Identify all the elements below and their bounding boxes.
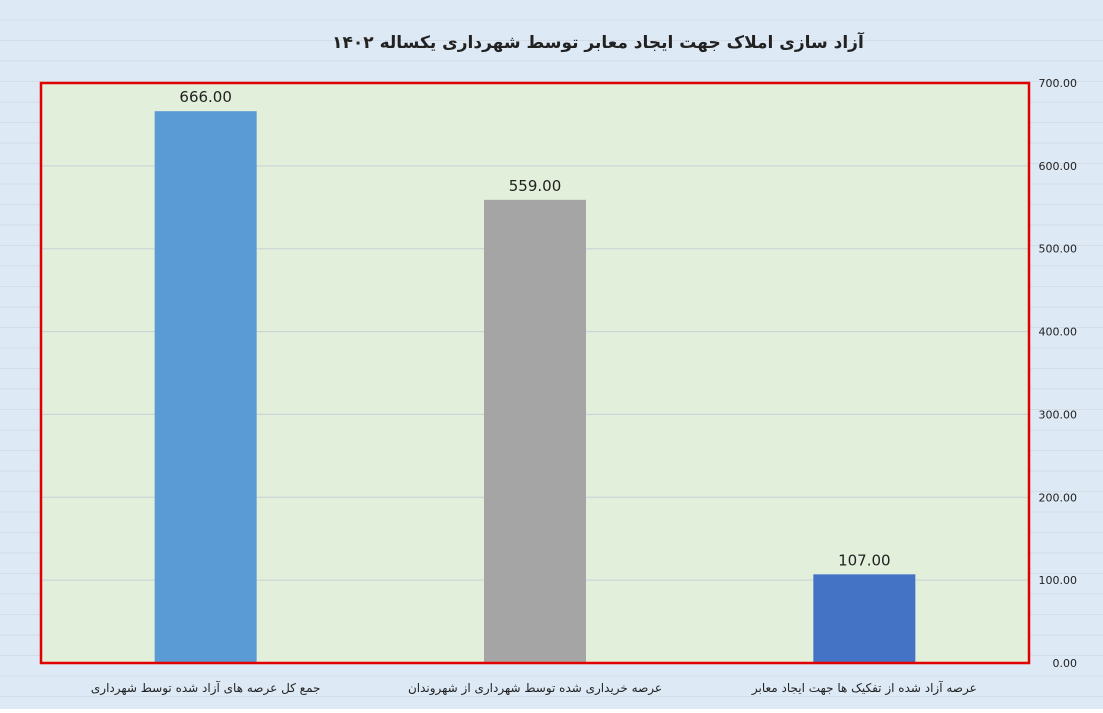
y-tick-label: 0.00 [1053,657,1078,670]
bar [154,111,257,663]
bars [154,111,916,664]
x-tick-label: جمع کل عرصه های آزاد شده توسط شهرداری [91,680,321,696]
y-tick-label: 700.00 [1039,77,1078,90]
y-tick-label: 200.00 [1039,491,1078,504]
x-axis: جمع کل عرصه های آزاد شده توسط شهرداری عرص… [91,680,977,696]
chart-title: آزاد سازی املاک جهت ایجاد معابر توسط شهر… [332,31,865,53]
y-tick-label: 100.00 [1039,574,1078,587]
y-tick-label: 400.00 [1039,326,1078,339]
y-axis: 0.00 100.00 200.00 300.00 400.00 500.00 600.00… [1039,77,1078,670]
y-tick-label: 300.00 [1039,408,1078,421]
x-tick-label: عرصه خریداری شده توسط شهرداری از شهروندا… [408,681,662,696]
plot-border [39,81,1031,665]
data-label: 559.00 [509,177,562,195]
bar [813,574,916,663]
bar [484,199,586,664]
data-label: 107.00 [838,551,891,569]
data-label: 666.00 [179,88,232,106]
data-labels: 666.00 559.00 107.00 [179,88,890,569]
x-tick-label: عرصه آزاد شده از تفکیک ها جهت ایجاد معاب… [751,680,977,696]
y-tick-label: 600.00 [1039,160,1078,173]
y-tick-label: 500.00 [1039,243,1078,256]
